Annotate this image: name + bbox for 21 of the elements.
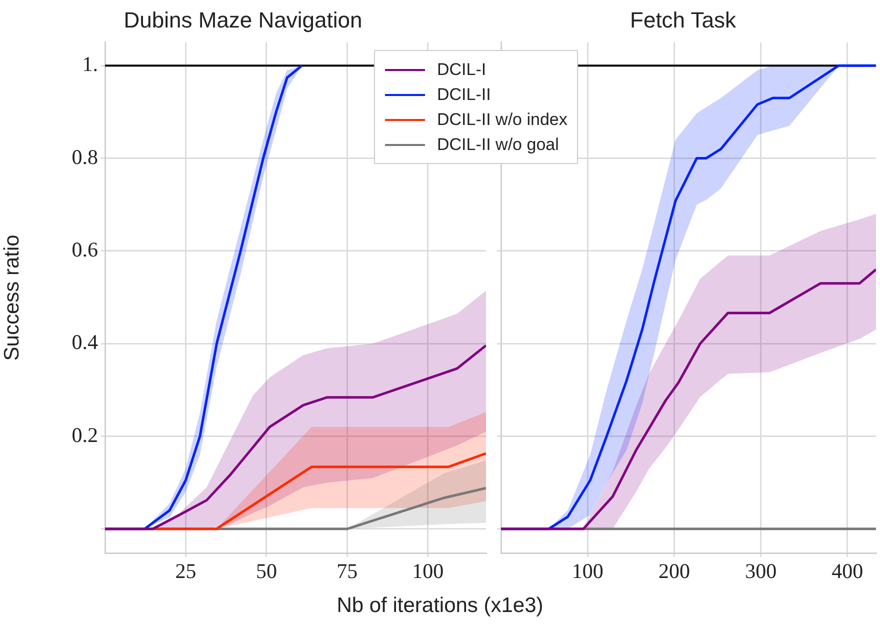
legend-label: DCIL-II	[437, 84, 491, 105]
chart-title: Dubins Maze Navigation	[124, 7, 362, 32]
chart-title: Fetch Task	[630, 7, 737, 32]
x-tick-label: 100	[412, 559, 444, 584]
x-tick-label: 300	[745, 559, 777, 584]
y-tick-label: 0.8	[72, 144, 98, 169]
y-tick-label: 0.2	[72, 422, 98, 447]
x-tick-label: 400	[832, 559, 864, 584]
legend-label: DCIL-I	[437, 60, 486, 80]
x-tick-label: 75	[336, 559, 358, 584]
y-tick-label: 1.	[82, 52, 98, 76]
legend-label: DCIL-II w/o index	[437, 110, 568, 130]
y-tick-label: 0.4	[72, 330, 98, 354]
x-axis-title: Nb of iterations (x1e3)	[336, 594, 544, 618]
legend-label: DCIL-II w/o goal	[437, 134, 559, 155]
y-tick-label: 0.6	[72, 237, 98, 262]
x-tick-label: 25	[175, 559, 196, 584]
y-axis-title: Success ratio	[0, 234, 24, 361]
x-tick-label: 50	[256, 559, 277, 584]
x-tick-label: 200	[658, 559, 690, 584]
x-tick-label: 100	[572, 559, 604, 584]
